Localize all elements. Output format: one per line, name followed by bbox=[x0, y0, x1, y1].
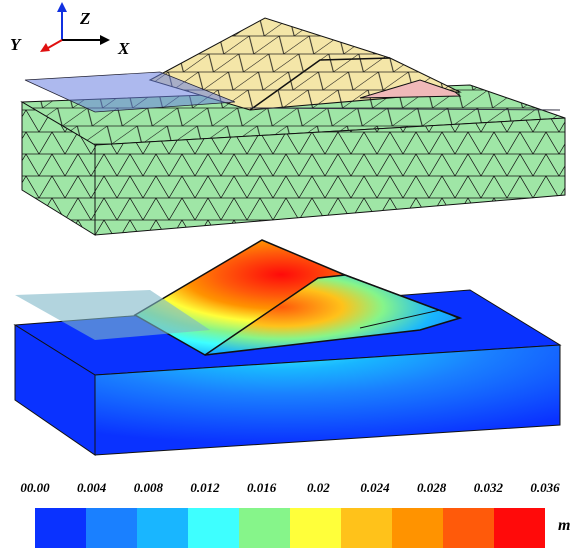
axis-label-z: Z bbox=[79, 9, 90, 28]
colorbar-tick-label: 0.012 bbox=[190, 480, 220, 495]
colorbar-cell bbox=[341, 508, 392, 548]
colorbar-tick-label: 0.008 bbox=[134, 480, 164, 495]
colorbar-cell bbox=[86, 508, 137, 548]
contour-model bbox=[15, 240, 560, 455]
colorbar-cell bbox=[137, 508, 188, 548]
colorbar-cell bbox=[494, 508, 545, 548]
colorbar: m 00.00 0.004 0.008 0.012 0.016 0.02 0.024 0.02… bbox=[20, 480, 570, 548]
colorbar-tick-label: 0.004 bbox=[77, 480, 107, 495]
colorbar-tick-label: 0.02 bbox=[307, 480, 330, 495]
colorbar-tick-label: 0.028 bbox=[417, 480, 447, 495]
axis-label-x: X bbox=[117, 39, 130, 58]
colorbar-cell bbox=[290, 508, 341, 548]
colorbar-cell bbox=[392, 508, 443, 548]
colorbar-cell bbox=[239, 508, 290, 548]
axis-tripod: Z X Y bbox=[10, 2, 130, 58]
colorbar-cell bbox=[443, 508, 494, 548]
mesh-model bbox=[22, 18, 565, 235]
colorbar-cell bbox=[188, 508, 239, 548]
axis-label-y: Y bbox=[10, 35, 22, 54]
page: Z X Y m 00.00 0.004 0.008 0.012 0.016 0.02 0.0… bbox=[0, 0, 581, 559]
colorbar-cell bbox=[35, 508, 86, 548]
colorbar-tick-label: 0.032 bbox=[474, 480, 504, 495]
colorbar-tick-label: 0.016 bbox=[247, 480, 277, 495]
colorbar-tick-label: 00.00 bbox=[20, 480, 50, 495]
colorbar-tick-label: 0.036 bbox=[530, 480, 560, 495]
figure: Z X Y m 00.00 0.004 0.008 0.012 0.016 0.02 0.0… bbox=[0, 0, 581, 554]
colorbar-unit: m bbox=[558, 517, 570, 534]
colorbar-tick-label: 0.024 bbox=[360, 480, 390, 495]
